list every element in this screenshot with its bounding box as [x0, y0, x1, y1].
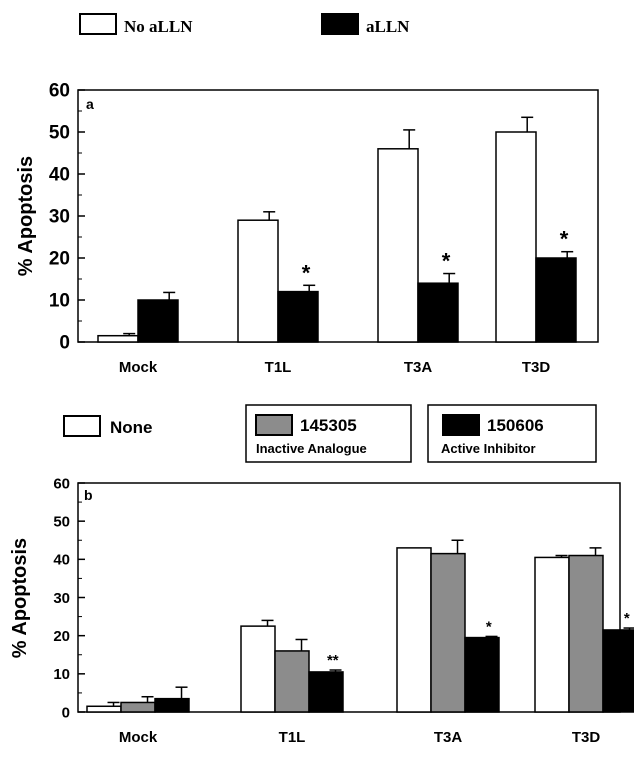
significance-marker: *: [442, 249, 451, 274]
legend-swatch-none: [63, 415, 101, 437]
significance-marker: *: [624, 610, 630, 627]
bar-none-mock: [86, 705, 122, 713]
panel-b-chart: b % Apoptosis 0 10 20 30 40 50 60 Mock T1L T3A T3D…: [9, 475, 634, 746]
legend-label-145305: 145305: [300, 416, 357, 435]
panel-b-ylabel: % Apoptosis: [9, 538, 31, 658]
legend-b: None 145305 Inactive Analogue 150606 Act…: [63, 404, 597, 463]
category-label-mock: Mock: [119, 359, 158, 376]
bar-no-alln-t1l: [237, 219, 279, 343]
y-tick-label: 40: [53, 552, 70, 569]
legend-label-alln: aLLN: [366, 17, 410, 36]
legend-a: No aLLN aLLN: [79, 13, 410, 36]
bar-145305-t3d: [568, 554, 604, 713]
y-tick-label: 20: [53, 628, 70, 645]
category-label-t1l: T1L: [265, 359, 292, 376]
bar-150606-t3d: [602, 629, 634, 713]
significance-marker: *: [302, 260, 311, 285]
y-tick-label: 0: [62, 704, 70, 721]
significance-marker: *: [560, 227, 569, 252]
legend-label-150606: 150606: [487, 416, 544, 435]
category-label-t3d: T3D: [522, 359, 551, 376]
category-label-t3a: T3A: [434, 729, 463, 746]
legend-box-150606: [427, 404, 597, 463]
legend-sublabel-145305: Inactive Analogue: [256, 441, 367, 456]
category-label-t1l: T1L: [279, 729, 306, 746]
y-tick-label: 60: [49, 81, 70, 102]
bar-145305-t3a: [430, 552, 466, 713]
bar-alln-mock: [137, 299, 179, 343]
legend-label-none: None: [110, 418, 153, 437]
panel-a-label: a: [86, 96, 94, 112]
bar-none-t1l: [240, 625, 276, 713]
bar-alln-t3a: [417, 282, 459, 343]
bar-alln-t1l: [277, 290, 319, 343]
y-tick-label: 30: [53, 590, 70, 607]
category-label-mock: Mock: [119, 729, 158, 746]
legend-box-145305: [245, 404, 412, 463]
bar-150606-t3a: [464, 636, 500, 713]
panel-a-ylabel: % Apoptosis: [15, 156, 37, 276]
bar-no-alln-mock: [97, 334, 139, 343]
bar-none-t3a: [396, 547, 432, 713]
y-tick-label: 10: [49, 291, 70, 312]
bar-150606-t1l: [308, 671, 344, 713]
bar-none-t3d: [534, 556, 570, 713]
legend-swatch-no-alln: [79, 13, 117, 35]
legend-label-no-alln: No aLLN: [124, 17, 193, 36]
y-tick-label: 20: [49, 249, 70, 270]
legend-swatch-150606: [442, 414, 480, 436]
panel-a-chart: a % Apoptosis 0 10 20 30 40 50 60 Mock T1L T3A T3D…: [15, 81, 599, 376]
bar-alln-t3d: [535, 257, 577, 343]
y-tick-label: 30: [49, 207, 70, 228]
legend-sublabel-150606: Active Inhibitor: [441, 441, 536, 456]
category-label-t3a: T3A: [404, 359, 433, 376]
category-label-t3d: T3D: [572, 729, 601, 746]
y-tick-label: 50: [49, 123, 70, 144]
y-tick-label: 10: [53, 666, 70, 683]
bar-no-alln-t3d: [495, 131, 537, 343]
bar-150606-mock: [154, 697, 190, 713]
bar-no-alln-t3a: [377, 148, 419, 343]
y-tick-label: 0: [59, 333, 70, 354]
legend-swatch-alln: [321, 13, 359, 35]
y-tick-label: 50: [53, 513, 70, 530]
bar-145305-mock: [120, 701, 156, 713]
panel-b-label: b: [84, 487, 93, 503]
significance-marker: *: [486, 618, 492, 635]
bar-145305-t1l: [274, 650, 310, 713]
y-tick-label: 40: [49, 165, 70, 186]
legend-swatch-145305: [255, 414, 293, 436]
y-tick-label: 60: [53, 475, 70, 492]
significance-marker: **: [327, 652, 339, 669]
